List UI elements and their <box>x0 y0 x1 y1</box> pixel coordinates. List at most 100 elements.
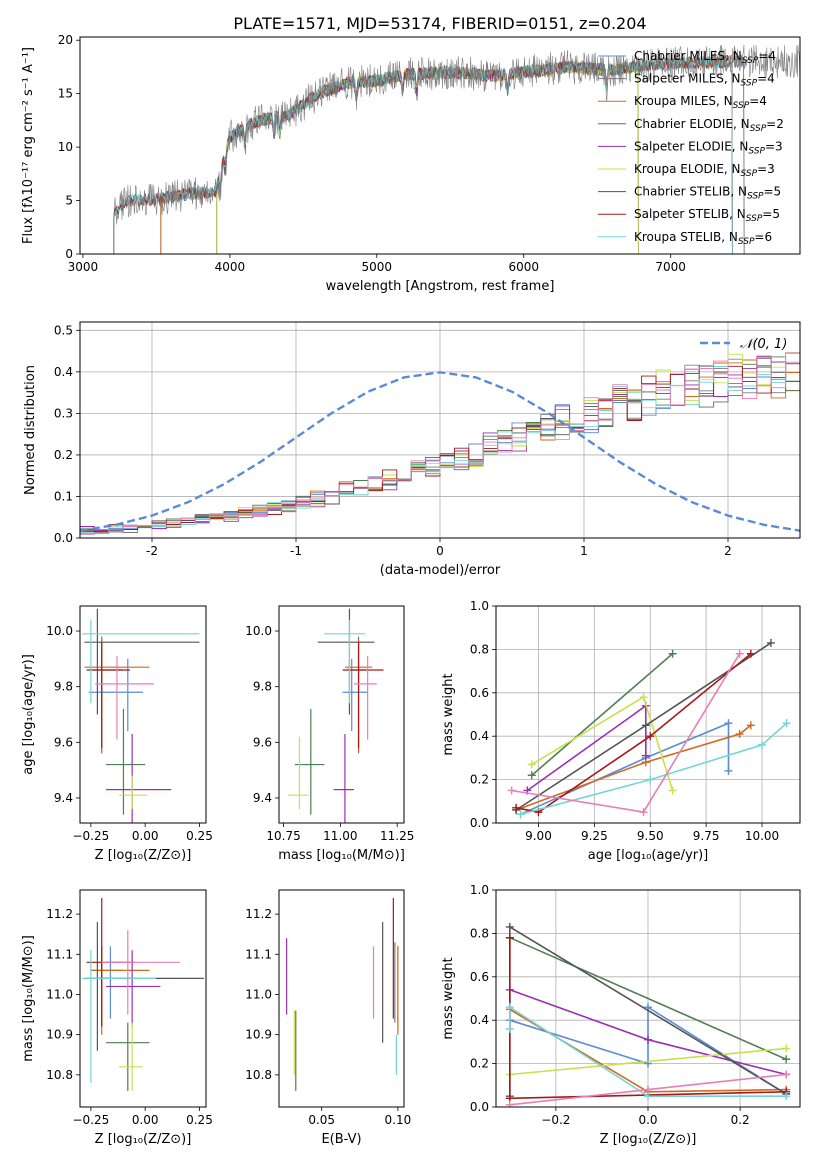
x-tick-label: 9.50 <box>637 829 664 843</box>
histograms <box>80 349 800 535</box>
legend-label: Chabrier MILES, NSSP=4 <box>634 49 776 66</box>
legend-count: =4 <box>749 94 767 108</box>
age-vs-metallicity-panel: −0.25 0.00 0.25 9.4 9.6 9.8 10.0 Z [log₁₀(Z/Z⊙)… <box>21 605 213 863</box>
histogram-step <box>80 356 800 534</box>
x-axis-label: mass [log₁₀(M/M⊙)] <box>278 848 405 863</box>
y-tick-label: 10 <box>58 140 73 154</box>
error-bars <box>82 898 204 1091</box>
mass-weight-line <box>509 1005 787 1095</box>
legend-name: Chabrier ELODIE, N <box>634 117 750 131</box>
x-tick-label: 1 <box>580 544 588 558</box>
legend-name: Kroupa STELIB, N <box>634 230 738 244</box>
y-tick-label: 0.2 <box>470 773 489 787</box>
legend-count: =4 <box>757 72 775 86</box>
mass-weight-marker <box>724 766 733 775</box>
legend-name: Kroupa MILES, N <box>634 94 733 108</box>
y-tick-label: 0 <box>65 247 73 261</box>
histogram-step <box>80 351 800 533</box>
mass-weight-line <box>520 721 730 816</box>
legend-label: Chabrier ELODIE, NSSP=2 <box>634 117 784 134</box>
mass-weight-lines <box>505 922 791 1107</box>
mass-weight-marker <box>735 649 744 658</box>
mass-weight-marker <box>527 760 536 769</box>
y-tick-label: 0.6 <box>470 970 489 984</box>
mass-weight-marker <box>758 740 766 749</box>
y-tick-label: 9.4 <box>253 791 272 805</box>
axes-frame <box>79 889 207 1108</box>
mass-weight-marker <box>644 1035 652 1044</box>
x-tick-label: 7000 <box>655 260 686 274</box>
massweight-vs-age-panel: 9.00 9.25 9.50 9.75 10.00 0.0 0.2 0.4 0.6 0.8 1.0 a… <box>441 599 801 863</box>
histogram-step <box>80 355 800 535</box>
y-tick-label: 15 <box>58 87 73 101</box>
x-tick-label: 2 <box>724 544 732 558</box>
y-tick-label: 0.8 <box>470 926 489 940</box>
legend-subscript: SSP <box>733 101 750 111</box>
x-tick-label: 0.25 <box>186 1113 213 1127</box>
x-tick-label: 0.10 <box>385 1113 412 1127</box>
y-tick-label: 11.0 <box>245 987 272 1001</box>
legend-count: =5 <box>762 207 780 221</box>
x-tick-label: 4000 <box>215 260 246 274</box>
legend-subscript: SSP <box>748 146 765 156</box>
x-axis-label: wavelength [Angstrom, rest frame] <box>326 279 555 294</box>
mass-weight-marker <box>505 1100 514 1107</box>
x-tick-label: 6000 <box>508 260 539 274</box>
y-axis-label: Normed distribution <box>23 365 38 495</box>
x-tick-label: 0.0 <box>638 1113 657 1127</box>
axes-frame <box>79 36 801 255</box>
x-axis-label: Z [log₁₀(Z/Z⊙)] <box>95 848 192 863</box>
x-tick-label: −0.2 <box>541 1113 570 1127</box>
y-axis-label: age [log₁₀(age/yr)] <box>21 654 36 775</box>
mass-weight-line <box>509 1005 787 1097</box>
y-tick-label: 0.5 <box>54 323 73 337</box>
spectrum-line-kroupa-stelib <box>113 55 733 254</box>
x-axis-label: age [log₁₀(age/yr)] <box>588 848 709 863</box>
x-tick-label: 9.25 <box>581 829 608 843</box>
y-tick-label: 20 <box>58 33 73 47</box>
x-tick-label: 9.00 <box>525 829 552 843</box>
y-tick-label: 1.0 <box>470 883 489 897</box>
y-tick-label: 10.8 <box>245 1068 272 1082</box>
spectrum-panel: 3000 4000 5000 6000 7000 0 5 10 15 20 wavelength [… <box>21 33 801 294</box>
legend-label: Kroupa STELIB, NSSP=6 <box>634 230 772 247</box>
x-tick-label: 0 <box>436 544 444 558</box>
y-tick-label: 10.9 <box>245 1028 272 1042</box>
mass-weight-marker <box>512 803 521 812</box>
legend-count: =4 <box>758 49 776 63</box>
x-tick-label: −0.25 <box>72 829 109 843</box>
y-tick-label: 11.2 <box>245 907 272 921</box>
y-tick-label: 0.0 <box>470 816 489 830</box>
y-tick-label: 0.0 <box>470 1100 489 1114</box>
histogram-step <box>80 349 800 533</box>
mass-weight-marker <box>505 1003 514 1012</box>
legend-subscript: SSP <box>746 214 763 224</box>
mass-weight-marker <box>746 649 755 658</box>
y-tick-label: 0.4 <box>470 1013 489 1027</box>
mass-weight-marker <box>646 732 655 741</box>
x-tick-label: 10.00 <box>745 829 779 843</box>
mass-weight-marker <box>782 1092 791 1101</box>
y-tick-label: 11.1 <box>245 947 272 961</box>
legend-name: Salpeter STELIB, N <box>634 207 746 221</box>
legend-label: Kroupa ELODIE, NSSP=3 <box>634 162 775 179</box>
legend-label: 𝒩(0, 1) <box>740 337 787 352</box>
legend-label: Salpeter STELIB, NSSP=5 <box>634 207 780 224</box>
axes-frame <box>495 889 801 1108</box>
legend-label: Kroupa MILES, NSSP=4 <box>634 94 767 111</box>
y-tick-label: 0.3 <box>54 406 73 420</box>
legend-subscript: SSP <box>738 237 755 247</box>
y-tick-label: 11.0 <box>46 987 73 1001</box>
mass-weight-marker <box>641 751 650 760</box>
histogram-step <box>80 357 800 533</box>
mass-weight-marker <box>782 1044 791 1053</box>
y-tick-label: 0.8 <box>470 642 489 656</box>
spectrum-line-chabrier-elodie <box>216 60 639 254</box>
x-axis-label: (data-model)/error <box>380 563 501 578</box>
mass-weight-marker <box>746 721 755 730</box>
mass-weight-line <box>531 653 674 776</box>
mass-weight-marker <box>527 771 536 780</box>
legend-name: Kroupa ELODIE, N <box>634 162 741 176</box>
spectrum-line-salpeter-elodie <box>216 60 639 254</box>
